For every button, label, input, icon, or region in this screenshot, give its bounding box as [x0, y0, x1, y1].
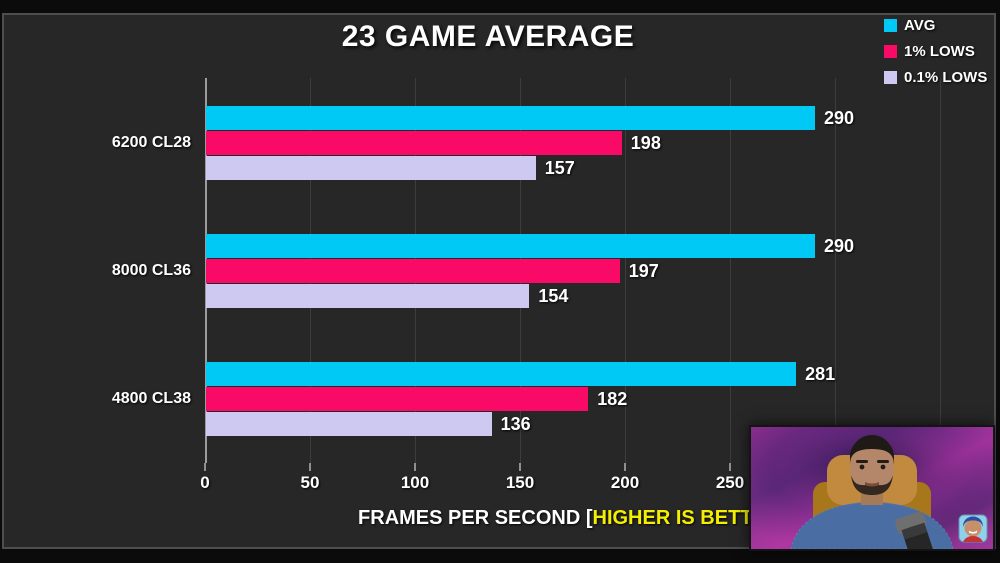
legend-label: 1% LOWS: [904, 43, 975, 60]
webcam-overlay: [749, 425, 995, 551]
bar: [206, 284, 530, 308]
bar-value-label: 154: [538, 286, 569, 306]
category-label: 6200 CL28: [111, 134, 191, 151]
channel-avatar-icon: [958, 514, 988, 543]
legend-swatch: [884, 45, 897, 58]
legend-item: 1% LOWS: [884, 43, 987, 60]
legend-item: 0.1% LOWS: [884, 69, 988, 86]
chart-title: 23 GAME AVERAGE: [341, 20, 635, 53]
gridline: [729, 78, 731, 463]
x-tick: [309, 463, 311, 471]
bar-value-label: 198: [630, 133, 661, 153]
category-label: 8000 CL36: [111, 262, 191, 279]
legend-swatch: [884, 71, 897, 84]
x-tick-label: 100: [400, 473, 430, 492]
x-tick-label: 150: [505, 473, 535, 492]
x-tick-label: 200: [610, 473, 640, 492]
bar: [206, 131, 622, 155]
bar: [206, 259, 620, 283]
bar-value-label: 197: [628, 261, 659, 281]
bar-value-label: 290: [824, 108, 855, 128]
bar: [206, 106, 815, 130]
bar: [206, 362, 797, 386]
x-tick-label: 250: [715, 473, 745, 492]
bar: [206, 387, 589, 411]
category-label: 4800 CL38: [111, 390, 191, 407]
x-axis-label-highlight: HIGHER IS BETTER: [592, 507, 781, 529]
bar: [206, 234, 815, 258]
bar-value-label: 290: [824, 236, 855, 256]
bar-value-label: 281: [805, 364, 836, 384]
x-tick: [519, 463, 521, 471]
x-tick: [624, 463, 626, 471]
x-tick-label: 0: [200, 473, 210, 492]
gridline: [834, 78, 836, 463]
chart-legend: AVG 1% LOWS 0.1% LOWS: [884, 17, 988, 96]
legend-label: AVG: [904, 17, 936, 34]
bar-value-label: 182: [597, 389, 628, 409]
bar-value-label: 157: [544, 158, 575, 178]
x-axis-label-prefix: FRAMES PER SECOND [: [358, 507, 593, 529]
microphone: [895, 511, 935, 549]
x-tick: [204, 463, 206, 471]
plot-area: 0501001502002503003506200 CL282901981578…: [112, 78, 954, 492]
webcam-video: [751, 427, 993, 549]
gridline: [939, 78, 941, 463]
slide-background: 23 GAME AVERAGE AVG 1% LOWS 0.1% LOWS 0 50 1…: [2, 13, 996, 551]
x-axis-label: FRAMES PER SECOND [HIGHER IS BETTER]: [205, 507, 940, 530]
bar: [206, 156, 536, 180]
bar: [206, 412, 492, 436]
x-tick: [729, 463, 731, 471]
x-tick-label: 50: [300, 473, 320, 492]
bar-value-label: 136: [500, 414, 531, 434]
legend-swatch: [884, 19, 897, 32]
x-tick: [414, 463, 416, 471]
gridline: [624, 78, 626, 463]
legend-label: 0.1% LOWS: [904, 69, 988, 86]
legend-item: AVG: [884, 17, 987, 34]
